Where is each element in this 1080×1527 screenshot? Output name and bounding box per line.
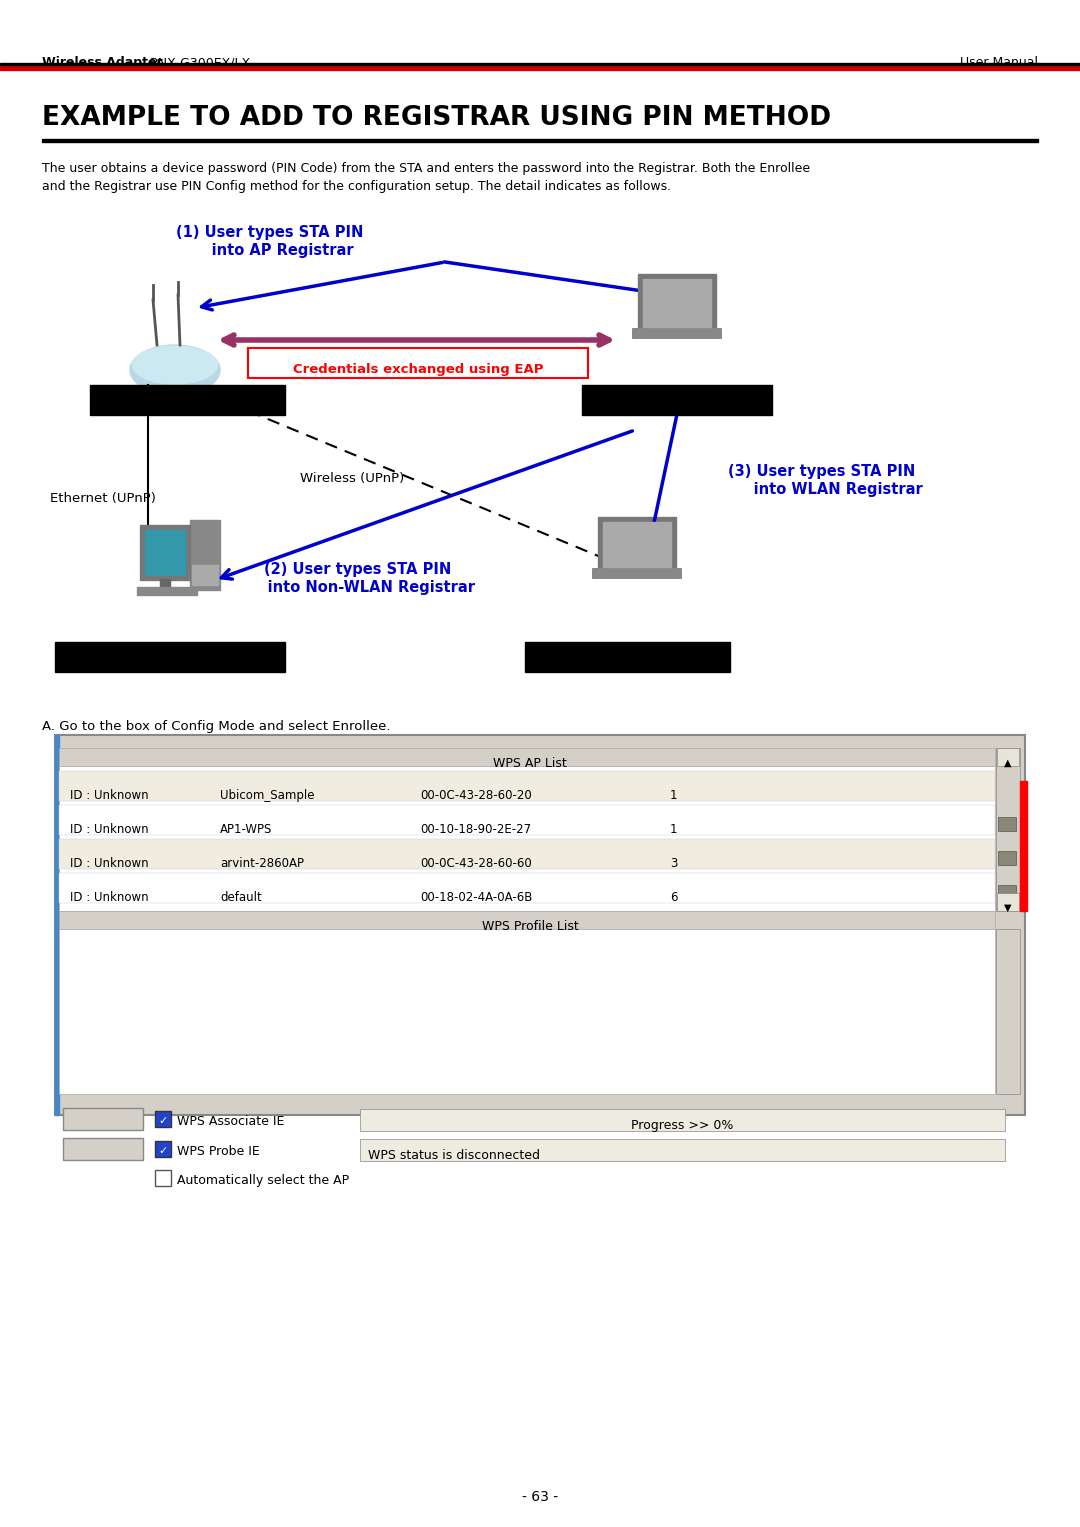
Bar bbox=[55, 734, 59, 1115]
Text: PIN: PIN bbox=[93, 1119, 113, 1133]
Text: into WLAN Registrar: into WLAN Registrar bbox=[728, 483, 922, 496]
Text: into AP Registrar: into AP Registrar bbox=[186, 243, 354, 258]
Bar bbox=[145, 530, 185, 576]
Bar bbox=[0, 66, 1080, 70]
Text: default: default bbox=[220, 890, 261, 904]
Bar bbox=[59, 767, 995, 912]
Text: WPS Profile List: WPS Profile List bbox=[482, 919, 579, 933]
Bar bbox=[156, 1141, 171, 1157]
Bar bbox=[42, 139, 1038, 142]
Text: 1: 1 bbox=[670, 789, 677, 802]
Text: A. Go to the box of Config Mode and select Enrollee.: A. Go to the box of Config Mode and sele… bbox=[42, 721, 391, 733]
Text: 00-10-18-90-2E-27: 00-10-18-90-2E-27 bbox=[420, 823, 531, 835]
Text: ✓: ✓ bbox=[158, 1116, 167, 1125]
Text: 00-18-02-4A-0A-6B: 00-18-02-4A-0A-6B bbox=[420, 890, 532, 904]
Bar bbox=[598, 518, 676, 573]
FancyBboxPatch shape bbox=[592, 568, 681, 579]
Bar bbox=[190, 521, 220, 589]
Text: (3) User types STA PIN: (3) User types STA PIN bbox=[728, 464, 915, 479]
Text: Credentials exchanged using EAP: Credentials exchanged using EAP bbox=[293, 363, 543, 376]
Text: WPS Probe IE: WPS Probe IE bbox=[177, 1145, 260, 1157]
Bar bbox=[248, 348, 588, 379]
Bar bbox=[1020, 780, 1027, 912]
Text: ID : Unknown: ID : Unknown bbox=[70, 857, 149, 870]
Text: The user obtains a device password (PIN Code) from the STA and enters the passwo: The user obtains a device password (PIN … bbox=[42, 162, 810, 176]
Text: PBC: PBC bbox=[91, 1150, 116, 1164]
Bar bbox=[998, 851, 1016, 864]
Bar bbox=[997, 893, 1020, 912]
Bar bbox=[603, 522, 671, 567]
Text: Wireless (UPnP): Wireless (UPnP) bbox=[300, 472, 404, 486]
Bar bbox=[63, 1138, 143, 1161]
Bar bbox=[192, 565, 218, 585]
Text: 6: 6 bbox=[670, 890, 677, 904]
Text: 3: 3 bbox=[670, 857, 677, 870]
Text: 00-0C-43-28-60-20: 00-0C-43-28-60-20 bbox=[420, 789, 531, 802]
Bar bbox=[643, 279, 711, 327]
Bar bbox=[137, 586, 197, 596]
Bar bbox=[63, 1109, 143, 1130]
Text: User Manual: User Manual bbox=[960, 56, 1038, 69]
Bar bbox=[360, 1139, 1005, 1161]
Ellipse shape bbox=[133, 347, 217, 383]
Bar bbox=[140, 525, 190, 580]
Text: ID : Unknown: ID : Unknown bbox=[70, 789, 149, 802]
Text: Progress >> 0%: Progress >> 0% bbox=[631, 1119, 733, 1132]
Text: WLAN Registrar: WLAN Registrar bbox=[561, 658, 696, 673]
Bar bbox=[360, 1109, 1005, 1132]
Bar bbox=[59, 838, 995, 869]
Bar bbox=[59, 912, 995, 928]
Text: Non-WLAN Registrar: Non-WLAN Registrar bbox=[82, 658, 258, 673]
Bar bbox=[996, 748, 1020, 912]
Bar bbox=[998, 817, 1016, 831]
Bar bbox=[638, 273, 716, 331]
Bar bbox=[998, 886, 1016, 899]
Bar bbox=[160, 579, 170, 586]
Text: Automatically select the AP: Automatically select the AP bbox=[177, 1174, 349, 1186]
Text: - 63 -: - 63 - bbox=[522, 1490, 558, 1504]
Text: AP1-WPS: AP1-WPS bbox=[220, 823, 272, 835]
Text: (1) User types STA PIN: (1) User types STA PIN bbox=[176, 224, 364, 240]
Text: AP Registrar: AP Registrar bbox=[134, 402, 242, 415]
Text: ID : Unknown: ID : Unknown bbox=[70, 890, 149, 904]
Text: WPS AP List: WPS AP List bbox=[494, 757, 567, 770]
Bar bbox=[59, 873, 995, 902]
Bar bbox=[55, 641, 285, 672]
Text: RNX-G300EX/LX: RNX-G300EX/LX bbox=[150, 56, 252, 69]
Bar bbox=[525, 641, 730, 672]
Text: WPS status is disconnected: WPS status is disconnected bbox=[368, 1148, 540, 1162]
Text: EXAMPLE TO ADD TO REGISTRAR USING PIN METHOD: EXAMPLE TO ADD TO REGISTRAR USING PIN ME… bbox=[42, 105, 832, 131]
Bar bbox=[55, 734, 1025, 1115]
Text: Wireless Adapter: Wireless Adapter bbox=[42, 56, 163, 69]
Bar bbox=[156, 1170, 171, 1186]
Text: ✓: ✓ bbox=[158, 1145, 167, 1156]
Text: into Non-WLAN Registrar: into Non-WLAN Registrar bbox=[242, 580, 474, 596]
Text: 00-0C-43-28-60-60: 00-0C-43-28-60-60 bbox=[420, 857, 531, 870]
FancyBboxPatch shape bbox=[632, 328, 723, 339]
Text: Ethernet (UPnP): Ethernet (UPnP) bbox=[50, 492, 156, 505]
Bar bbox=[59, 748, 995, 767]
Text: ID : Unknown: ID : Unknown bbox=[70, 823, 149, 835]
Text: arvint-2860AP: arvint-2860AP bbox=[220, 857, 303, 870]
Bar bbox=[59, 928, 995, 1093]
Bar bbox=[90, 385, 285, 415]
Text: ▼: ▼ bbox=[1004, 902, 1012, 913]
Bar bbox=[582, 385, 772, 415]
Bar bbox=[59, 771, 995, 802]
Bar bbox=[59, 805, 995, 835]
Text: ▲: ▲ bbox=[1004, 757, 1012, 768]
Text: 1: 1 bbox=[670, 823, 677, 835]
Bar bbox=[996, 928, 1020, 1093]
Text: STA Enrollee: STA Enrollee bbox=[623, 402, 731, 415]
Text: WPS Associate IE: WPS Associate IE bbox=[177, 1115, 284, 1128]
Text: Ubicom_Sample: Ubicom_Sample bbox=[220, 789, 314, 802]
Bar bbox=[997, 748, 1020, 767]
Bar bbox=[0, 63, 1080, 66]
Bar bbox=[156, 1112, 171, 1127]
Text: (2) User types STA PIN: (2) User types STA PIN bbox=[265, 562, 451, 577]
Text: and the Registrar use PIN Config method for the configuration setup. The detail : and the Registrar use PIN Config method … bbox=[42, 180, 671, 192]
Ellipse shape bbox=[130, 345, 220, 395]
